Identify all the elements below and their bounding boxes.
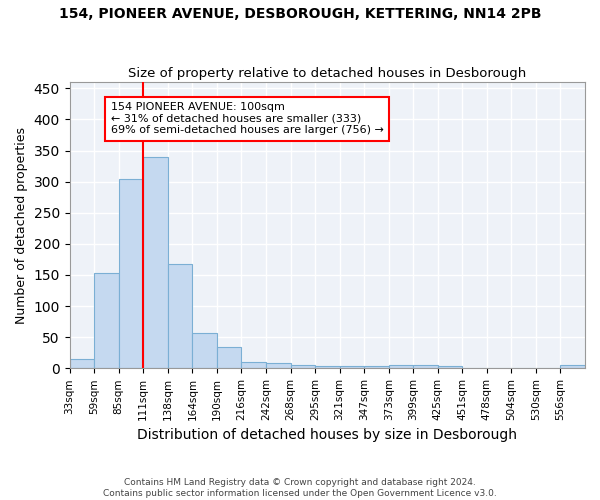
Text: 154 PIONEER AVENUE: 100sqm
← 31% of detached houses are smaller (333)
69% of sem: 154 PIONEER AVENUE: 100sqm ← 31% of deta… (111, 102, 384, 136)
Bar (217, 346, 241, 368)
Y-axis label: Number of detached properties: Number of detached properties (15, 126, 28, 324)
Bar (389, 365, 413, 368)
Text: 154, PIONEER AVENUE, DESBOROUGH, KETTERING, NN14 2PB: 154, PIONEER AVENUE, DESBOROUGH, KETTERI… (59, 8, 541, 22)
Bar (94, 273, 119, 368)
Bar (168, 264, 193, 368)
Bar (143, 156, 168, 368)
Bar (290, 364, 315, 368)
Bar (438, 366, 462, 368)
Text: Contains HM Land Registry data © Crown copyright and database right 2024.
Contai: Contains HM Land Registry data © Crown c… (103, 478, 497, 498)
X-axis label: Distribution of detached houses by size in Desborough: Distribution of detached houses by size … (137, 428, 517, 442)
Bar (119, 178, 143, 368)
Bar (193, 333, 217, 368)
Bar (560, 365, 585, 368)
Title: Size of property relative to detached houses in Desborough: Size of property relative to detached ho… (128, 66, 526, 80)
Bar (315, 366, 340, 368)
Bar (70, 359, 94, 368)
Bar (413, 365, 438, 368)
Bar (241, 362, 266, 368)
Bar (340, 366, 364, 368)
Bar (266, 364, 290, 368)
Bar (364, 366, 389, 368)
